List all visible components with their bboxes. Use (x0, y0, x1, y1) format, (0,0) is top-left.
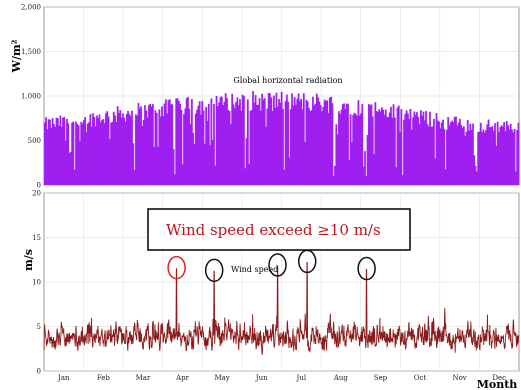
wind-x-axis-label: Month (477, 378, 518, 390)
radiation-y-ticks: 0 500 1,000 1,500 2,000 (21, 4, 41, 190)
wind-y-ticks: 0 5 10 15 20 (32, 190, 41, 376)
wind-y-axis-label: m/s (22, 249, 35, 271)
wind-x-tick-label: Jun (255, 374, 268, 382)
wind-panel: 0 5 10 15 20 Jan Feb Mar Apr May Jun Jul Aug Sep Oct N… (22, 190, 520, 390)
wind-x-tick-label: Jul (296, 374, 307, 382)
radiation-y-tick-label: 1,000 (21, 93, 41, 101)
wind-x-tick-label: Nov (452, 374, 466, 382)
peak-highlights (167, 249, 376, 283)
wind-x-tick-label: May (214, 374, 229, 382)
wind-speed-line (43, 261, 520, 355)
peak-circle (204, 258, 224, 283)
callout-frame (147, 208, 411, 251)
radiation-series (43, 91, 520, 186)
radiation-y-tick-label: 2,000 (21, 4, 41, 12)
wind-x-tick-label: Aug (333, 374, 349, 382)
callout-box: Wind speed exceed ≥10 m/s (147, 208, 411, 251)
wind-y-tick-label: 0 (37, 368, 41, 376)
wind-x-tick-label: Sep (374, 374, 388, 382)
peak-circle (268, 253, 287, 277)
callout-text: Wind speed exceed ≥10 m/s (166, 221, 381, 239)
radiation-annotation: Global horizontal radiation (233, 76, 342, 85)
wind-x-tick-label: Apr (175, 374, 190, 382)
wind-x-ticks: Jan Feb Mar Apr May Jun Jul Aug Sep Oct Nov Dec (57, 374, 506, 382)
radiation-bars (43, 91, 520, 186)
wind-x-tick-label: Feb (97, 374, 111, 382)
radiation-y-tick-label: 0 (37, 182, 41, 190)
wind-x-tick-label: Mar (136, 374, 151, 382)
radiation-y-tick-label: 1,500 (21, 48, 41, 56)
wind-y-tick-label: 15 (32, 234, 41, 242)
peak-circle (297, 249, 317, 274)
radiation-y-tick-label: 500 (28, 137, 41, 145)
peak-circle (167, 255, 186, 280)
wind-annotation: Wind speed (231, 265, 278, 274)
wind-x-tick-label: Jan (57, 374, 70, 382)
wind-x-tick-label: Dec (492, 374, 506, 382)
wind-x-tick-label: Oct (414, 374, 427, 382)
peak-circle (357, 256, 376, 281)
radiation-y-axis-label: W/m² (10, 39, 23, 73)
wind-y-tick-label: 5 (37, 323, 41, 331)
wind-series (43, 261, 520, 355)
radiation-panel: 0 500 1,000 1,500 2,000 W/m² Global horizont… (10, 4, 520, 190)
wind-y-tick-label: 20 (32, 190, 41, 198)
wind-y-tick-label: 10 (32, 279, 41, 287)
